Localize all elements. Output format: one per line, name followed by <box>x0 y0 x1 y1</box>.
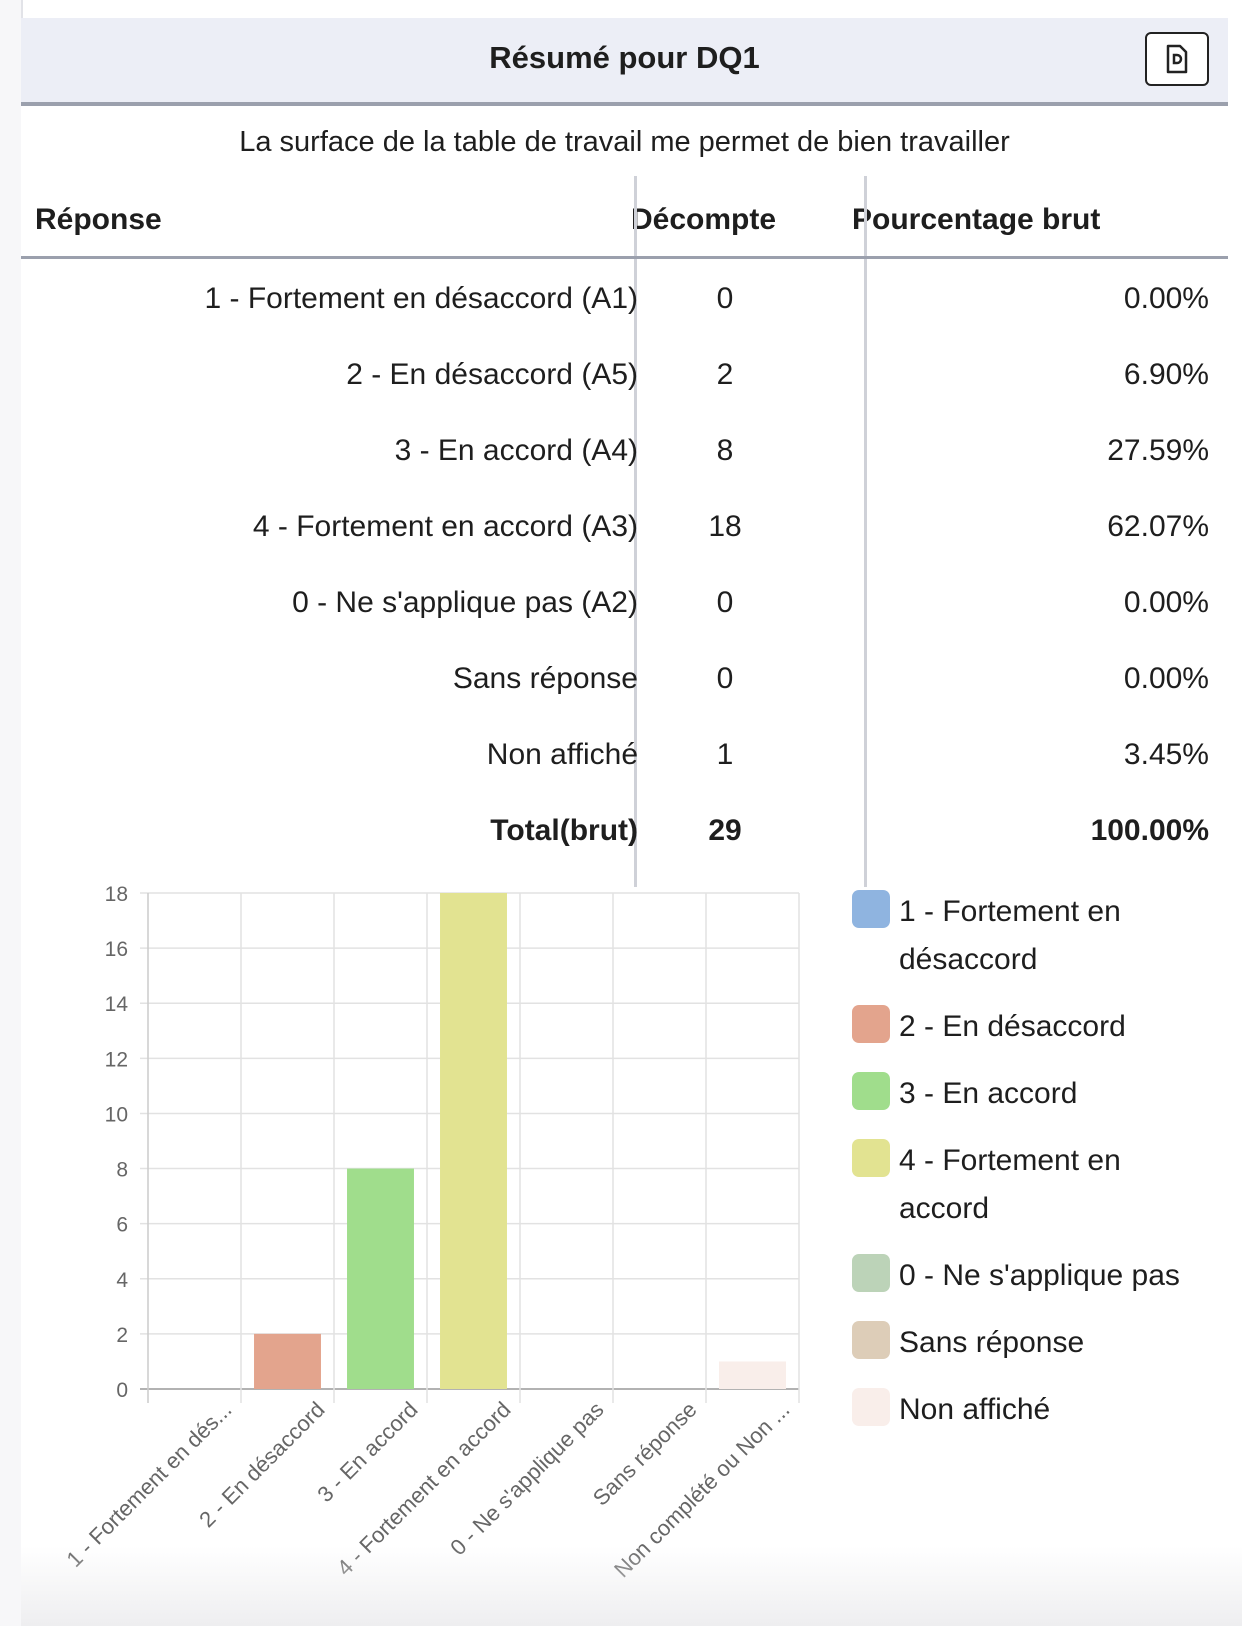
x-tick-label: 0 - Ne s'applique pas <box>445 1397 608 1560</box>
header-divider <box>21 256 1228 259</box>
table-row: 2 - En désaccord (A5) 2 6.90% <box>21 358 1228 434</box>
column-header-percentage: Pourcentage brut <box>852 203 1101 236</box>
column-header-response: Réponse <box>35 203 162 236</box>
column-header-count: Décompte <box>631 203 777 236</box>
y-tick-label: 12 <box>105 1048 128 1071</box>
y-tick-label: 10 <box>105 1103 128 1126</box>
column-divider <box>864 259 867 887</box>
legend-item[interactable]: 1 - Fortement en désaccord <box>852 888 1192 984</box>
export-button[interactable] <box>1145 32 1209 86</box>
legend-label: 0 - Ne s'applique pas <box>899 1259 1180 1292</box>
table-row: Non affiché 1 3.45% <box>21 738 1228 814</box>
legend-label: Non affiché <box>899 1393 1051 1426</box>
table-row: Sans réponse 0 0.00% <box>21 662 1228 738</box>
column-divider <box>634 259 637 887</box>
chart-legend: 1 - Fortement en désaccord 2 - En désacco… <box>852 888 1192 1453</box>
legend-swatch <box>852 1254 890 1292</box>
legend-label: 2 - En désaccord <box>899 1010 1126 1043</box>
y-tick-label: 16 <box>105 938 128 961</box>
y-tick-label: 6 <box>116 1214 128 1237</box>
response-percentage: 6.90% <box>1123 358 1209 391</box>
response-count: 0 <box>716 282 734 315</box>
total-count: 29 <box>708 814 742 847</box>
y-tick-label: 8 <box>116 1159 128 1182</box>
question-text: La surface de la table de travail me per… <box>239 126 1010 158</box>
y-tick-label: 18 <box>105 883 128 906</box>
response-label: 1 - Fortement en désaccord (A1) <box>204 282 638 315</box>
y-tick-label: 2 <box>116 1324 128 1347</box>
legend-item[interactable]: 4 - Fortement en accord <box>852 1137 1192 1233</box>
response-percentage: 62.07% <box>1107 510 1209 543</box>
bottom-fade <box>21 1546 1242 1626</box>
bar <box>719 1361 786 1389</box>
y-tick-label: 0 <box>116 1379 128 1402</box>
legend-item[interactable]: 0 - Ne s'applique pas <box>852 1252 1192 1300</box>
response-percentage: 0.00% <box>1123 586 1209 619</box>
response-percentage: 0.00% <box>1123 282 1209 315</box>
response-label: 4 - Fortement en accord (A3) <box>252 510 638 543</box>
legend-swatch <box>852 890 890 928</box>
response-count: 1 <box>716 738 734 771</box>
legend-item[interactable]: Non affiché <box>852 1386 1192 1434</box>
response-label: 2 - En désaccord (A5) <box>346 358 638 391</box>
legend-swatch <box>852 1139 890 1177</box>
legend-swatch <box>852 1005 890 1043</box>
legend-label: 1 - Fortement en désaccord <box>899 895 1121 976</box>
file-export-icon <box>1166 44 1188 74</box>
table-row: 4 - Fortement en accord (A3) 18 62.07% <box>21 510 1228 586</box>
response-percentage: 3.45% <box>1123 738 1209 771</box>
legend-label: Sans réponse <box>899 1326 1085 1359</box>
response-percentage: 0.00% <box>1123 662 1209 695</box>
response-label: Non affiché <box>486 738 638 771</box>
response-count: 0 <box>716 662 734 695</box>
response-percentage: 27.59% <box>1107 434 1209 467</box>
legend-swatch <box>852 1072 890 1110</box>
bar <box>347 1168 414 1389</box>
legend-item[interactable]: Sans réponse <box>852 1319 1192 1367</box>
panel-title: Résumé pour DQ1 <box>489 40 760 75</box>
table-total-row: Total(brut) 29 100.00% <box>21 814 1228 890</box>
response-count: 8 <box>716 434 734 467</box>
legend-swatch <box>852 1388 890 1426</box>
response-label: Sans réponse <box>452 662 638 695</box>
column-divider <box>634 176 637 258</box>
legend-label: 4 - Fortement en accord <box>899 1144 1121 1225</box>
legend-swatch <box>852 1321 890 1359</box>
legend-label: 3 - En accord <box>899 1077 1078 1110</box>
bar <box>254 1333 321 1389</box>
summary-panel: Résumé pour DQ1 La surface de la table d… <box>21 18 1228 1626</box>
bar <box>440 893 507 1389</box>
y-tick-label: 14 <box>105 993 129 1016</box>
table-row: 3 - En accord (A4) 8 27.59% <box>21 434 1228 510</box>
panel-header: Résumé pour DQ1 <box>21 18 1228 106</box>
response-label: 0 - Ne s'applique pas (A2) <box>292 586 638 619</box>
table-row: 0 - Ne s'applique pas (A2) 0 0.00% <box>21 586 1228 662</box>
response-label: 3 - En accord (A4) <box>394 434 638 467</box>
total-label: Total(brut) <box>490 814 638 847</box>
total-percentage: 100.00% <box>1090 814 1209 847</box>
legend-item[interactable]: 2 - En désaccord <box>852 1003 1192 1051</box>
response-count: 18 <box>708 510 742 543</box>
response-count: 2 <box>716 358 734 391</box>
y-tick-label: 4 <box>116 1269 128 1292</box>
column-divider <box>864 176 867 258</box>
table-row: 1 - Fortement en désaccord (A1) 0 0.00% <box>21 282 1228 358</box>
response-count: 0 <box>716 586 734 619</box>
legend-item[interactable]: 3 - En accord <box>852 1070 1192 1118</box>
